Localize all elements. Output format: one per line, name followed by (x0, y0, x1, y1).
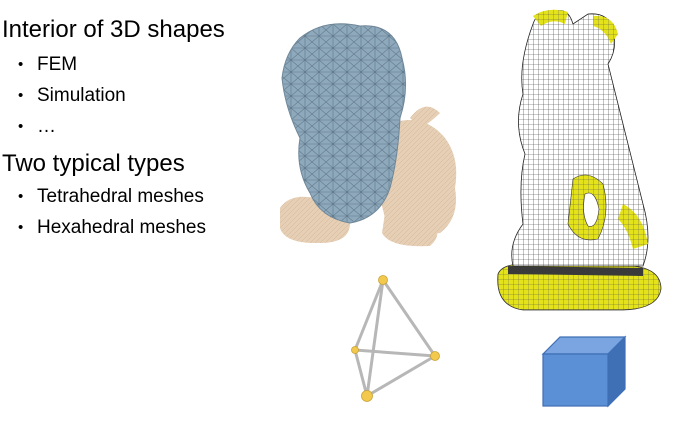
heading-interior: Interior of 3D shapes (2, 16, 225, 43)
bullet-hexahedral: Hexahedral meshes (18, 212, 206, 243)
bullet-list-interior: FEM Simulation … (18, 49, 126, 142)
cube-image (541, 335, 627, 408)
statue-hex-mesh-image (497, 9, 662, 311)
bullet-simulation: Simulation (18, 80, 126, 111)
bullet-list-types: Tetrahedral meshes Hexahedral meshes (18, 181, 206, 243)
bullet-tetrahedral: Tetrahedral meshes (18, 181, 206, 212)
tetrahedron-image (351, 275, 440, 402)
bullet-ellipsis: … (18, 111, 126, 142)
heading-types: Two typical types (2, 150, 185, 177)
bullet-fem: FEM (18, 49, 126, 80)
lion-tet-mesh-image (280, 23, 457, 247)
